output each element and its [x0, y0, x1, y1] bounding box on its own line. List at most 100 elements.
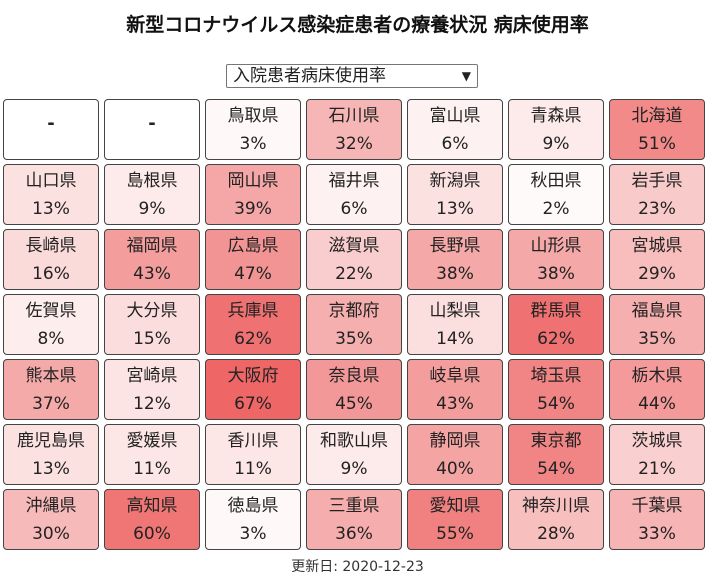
prefecture-tile[interactable]: 鹿児島県 13%: [3, 424, 99, 485]
prefecture-name: 大分県: [126, 300, 178, 321]
occupancy-rate: 9%: [340, 458, 368, 479]
prefecture-name: 長野県: [429, 235, 481, 256]
prefecture-tile[interactable]: 京都府 35%: [306, 294, 402, 355]
metric-select[interactable]: 入院患者病床使用率 ▼: [226, 64, 478, 88]
occupancy-rate: 9%: [138, 198, 166, 219]
occupancy-rate: 8%: [37, 328, 65, 349]
prefecture-name: 宮崎県: [126, 365, 178, 386]
occupancy-rate: 32%: [335, 133, 373, 154]
prefecture-name: -: [47, 112, 55, 134]
prefecture-tile[interactable]: 神奈川県 28%: [508, 489, 604, 550]
prefecture-grid: - - 鳥取県 3% 石川県 32% 富山県 6% 青森県 9% 北海道 51% 山口県 13% 島根県 9%…: [3, 99, 705, 550]
prefecture-tile[interactable]: 沖縄県 30%: [3, 489, 99, 550]
prefecture-tile[interactable]: 山形県 38%: [508, 229, 604, 290]
occupancy-rate: 15%: [133, 328, 171, 349]
prefecture-tile[interactable]: 北海道 51%: [609, 99, 705, 160]
prefecture-name: 茨城県: [631, 430, 683, 451]
prefecture-tile[interactable]: 東京都 54%: [508, 424, 604, 485]
prefecture-tile[interactable]: 栃木県 44%: [609, 359, 705, 420]
prefecture-tile[interactable]: 佐賀県 8%: [3, 294, 99, 355]
occupancy-rate: 62%: [537, 328, 575, 349]
prefecture-name: 福井県: [328, 170, 380, 191]
prefecture-tile[interactable]: 岩手県 23%: [609, 164, 705, 225]
prefecture-name: 山口県: [25, 170, 77, 191]
prefecture-tile[interactable]: 広島県 47%: [205, 229, 301, 290]
page-title: 新型コロナウイルス感染症患者の療養状況 病床使用率: [126, 14, 589, 36]
prefecture-tile[interactable]: 岐阜県 43%: [407, 359, 503, 420]
prefecture-tile[interactable]: 奈良県 45%: [306, 359, 402, 420]
prefecture-tile[interactable]: -: [104, 99, 200, 160]
prefecture-tile[interactable]: 長野県 38%: [407, 229, 503, 290]
chevron-down-icon: ▼: [461, 69, 471, 83]
prefecture-name: 長崎県: [25, 235, 77, 256]
prefecture-name: 島根県: [126, 170, 178, 191]
occupancy-rate: 38%: [537, 263, 575, 284]
prefecture-name: -: [148, 112, 156, 134]
prefecture-tile[interactable]: -: [3, 99, 99, 160]
prefecture-tile[interactable]: 兵庫県 62%: [205, 294, 301, 355]
occupancy-rate: 13%: [32, 198, 70, 219]
prefecture-tile[interactable]: 大分県 15%: [104, 294, 200, 355]
prefecture-name: 福岡県: [126, 235, 178, 256]
prefecture-tile[interactable]: 石川県 32%: [306, 99, 402, 160]
prefecture-name: 青森県: [530, 105, 582, 126]
prefecture-tile[interactable]: 富山県 6%: [407, 99, 503, 160]
prefecture-name: 神奈川県: [522, 495, 590, 516]
occupancy-rate: 13%: [32, 458, 70, 479]
occupancy-rate: 11%: [133, 458, 171, 479]
prefecture-tile[interactable]: 徳島県 3%: [205, 489, 301, 550]
prefecture-tile[interactable]: 愛媛県 11%: [104, 424, 200, 485]
prefecture-tile[interactable]: 茨城県 21%: [609, 424, 705, 485]
prefecture-tile[interactable]: 愛知県 55%: [407, 489, 503, 550]
occupancy-rate: 37%: [32, 393, 70, 414]
occupancy-rate: 11%: [234, 458, 272, 479]
prefecture-tile[interactable]: 山口県 13%: [3, 164, 99, 225]
metric-select-value: 入院患者病床使用率: [233, 66, 386, 86]
prefecture-name: 福島県: [631, 300, 683, 321]
prefecture-tile[interactable]: 島根県 9%: [104, 164, 200, 225]
prefecture-tile[interactable]: 静岡県 40%: [407, 424, 503, 485]
occupancy-rate: 12%: [133, 393, 171, 414]
occupancy-rate: 60%: [133, 523, 171, 544]
prefecture-tile[interactable]: 香川県 11%: [205, 424, 301, 485]
prefecture-name: 石川県: [328, 105, 380, 126]
prefecture-tile[interactable]: 福島県 35%: [609, 294, 705, 355]
prefecture-name: 栃木県: [631, 365, 683, 386]
prefecture-tile[interactable]: 千葉県 33%: [609, 489, 705, 550]
occupancy-rate: 6%: [340, 198, 368, 219]
prefecture-tile[interactable]: 高知県 60%: [104, 489, 200, 550]
occupancy-rate: 51%: [638, 133, 676, 154]
occupancy-rate: 47%: [234, 263, 272, 284]
prefecture-tile[interactable]: 和歌山県 9%: [306, 424, 402, 485]
occupancy-rate: 36%: [335, 523, 373, 544]
prefecture-tile[interactable]: 福井県 6%: [306, 164, 402, 225]
prefecture-tile[interactable]: 山梨県 14%: [407, 294, 503, 355]
prefecture-name: 群馬県: [530, 300, 582, 321]
occupancy-rate: 29%: [638, 263, 676, 284]
prefecture-tile[interactable]: 熊本県 37%: [3, 359, 99, 420]
prefecture-tile[interactable]: 福岡県 43%: [104, 229, 200, 290]
prefecture-tile[interactable]: 埼玉県 54%: [508, 359, 604, 420]
prefecture-tile[interactable]: 鳥取県 3%: [205, 99, 301, 160]
occupancy-rate: 33%: [638, 523, 676, 544]
occupancy-rate: 62%: [234, 328, 272, 349]
prefecture-tile[interactable]: 滋賀県 22%: [306, 229, 402, 290]
prefecture-tile[interactable]: 新潟県 13%: [407, 164, 503, 225]
prefecture-tile[interactable]: 大阪府 67%: [205, 359, 301, 420]
prefecture-tile[interactable]: 宮城県 29%: [609, 229, 705, 290]
prefecture-tile[interactable]: 長崎県 16%: [3, 229, 99, 290]
occupancy-rate: 35%: [335, 328, 373, 349]
prefecture-tile[interactable]: 岡山県 39%: [205, 164, 301, 225]
prefecture-tile[interactable]: 青森県 9%: [508, 99, 604, 160]
occupancy-rate: 30%: [32, 523, 70, 544]
prefecture-name: 滋賀県: [328, 235, 380, 256]
prefecture-name: 千葉県: [631, 495, 683, 516]
prefecture-tile[interactable]: 群馬県 62%: [508, 294, 604, 355]
prefecture-tile[interactable]: 秋田県 2%: [508, 164, 604, 225]
prefecture-tile[interactable]: 宮崎県 12%: [104, 359, 200, 420]
prefecture-name: 京都府: [328, 300, 380, 321]
prefecture-name: 香川県: [227, 430, 279, 451]
prefecture-tile[interactable]: 三重県 36%: [306, 489, 402, 550]
occupancy-rate: 13%: [436, 198, 474, 219]
prefecture-name: 鳥取県: [227, 105, 279, 126]
